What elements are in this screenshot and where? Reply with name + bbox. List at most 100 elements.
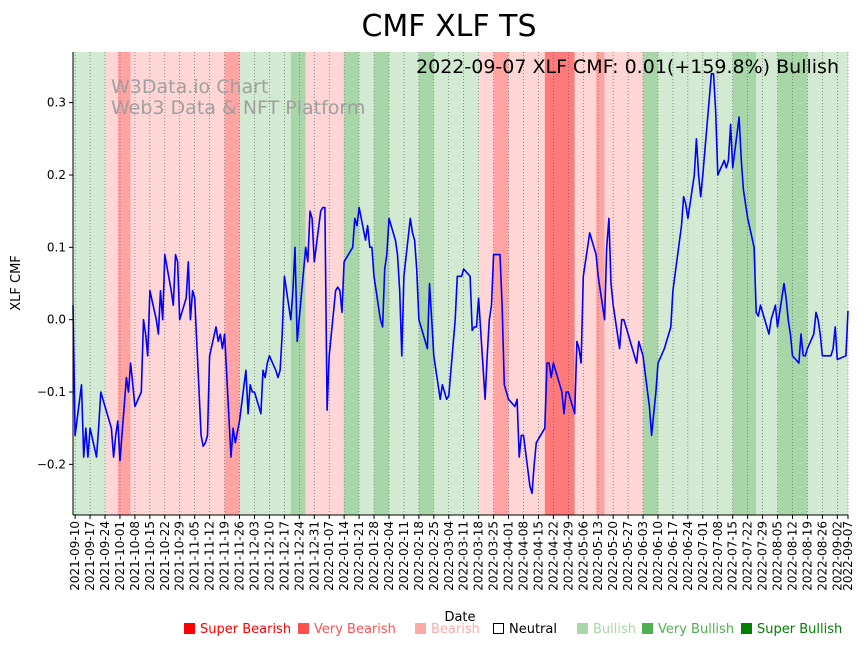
x-tick-label: 2021-10-22: [158, 521, 172, 591]
x-tick-label: 2021-12-24: [292, 521, 306, 591]
watermark-line-2: Web3 Data & NFT Platform: [111, 97, 365, 119]
x-tick-label: 2022-08-12: [785, 521, 799, 591]
region-bullish: [239, 52, 291, 515]
region-bullish: [756, 52, 778, 515]
x-tick-label: 2022-06-24: [681, 521, 695, 591]
x-tick-label: 2021-09-10: [68, 521, 82, 591]
x-tick-label: 2022-01-14: [337, 521, 351, 591]
x-tick-label: 2022-02-04: [382, 521, 396, 591]
x-tick-label: 2022-07-15: [726, 521, 740, 591]
y-axis-ticks: −0.2 −0.1 0.0 0.1 0.2 0.3: [37, 96, 73, 471]
x-tick-label: 2022-05-27: [621, 521, 635, 591]
region-bearish: [105, 52, 118, 515]
x-tick-label: 2022-05-06: [576, 521, 590, 591]
region-bullish: [807, 52, 848, 515]
x-tick-label: 2022-07-22: [741, 521, 755, 591]
x-tick-label: 2021-11-05: [188, 521, 202, 591]
region-very-bearish: [117, 52, 131, 515]
region-very-bullish: [643, 52, 658, 515]
x-tick-label: 2022-04-29: [561, 521, 575, 591]
axes: [72, 52, 848, 516]
region-bullish: [657, 52, 673, 515]
x-tick-label: 2022-04-15: [531, 521, 545, 591]
vertical-gridlines: [74, 52, 849, 515]
region-bearish: [574, 52, 597, 515]
region-bearish: [508, 52, 545, 515]
x-tick-label: 2021-09-24: [98, 521, 112, 591]
x-tick-label: 2022-04-08: [516, 521, 530, 591]
region-very-bullish: [732, 52, 757, 515]
x-tick-label: 2022-04-22: [546, 521, 560, 591]
x-tick-label: 2021-09-17: [83, 521, 97, 591]
x-tick-label: 2022-09-07: [841, 521, 855, 591]
legend-label: Bullish: [593, 622, 636, 637]
x-axis-label: Date: [444, 610, 475, 625]
region-very-bullish: [418, 52, 434, 515]
legend-swatch: [298, 623, 309, 634]
x-tick-label: 2022-07-29: [756, 521, 770, 591]
x-axis-ticks: 2021-09-10 2021-09-17 2021-09-24 2021-10-01…: [68, 515, 855, 591]
x-tick-label: 2021-12-03: [247, 521, 261, 591]
x-tick-label: 2021-11-19: [218, 521, 232, 591]
x-tick-label: 2022-03-04: [442, 521, 456, 591]
region-very-bullish: [344, 52, 360, 515]
legend-label: Very Bullish: [658, 622, 734, 637]
legend-label: Neutral: [509, 622, 557, 637]
x-tick-label: 2021-10-01: [113, 521, 127, 591]
x-tick-label: 2022-03-11: [457, 521, 471, 591]
x-tick-label: 2022-07-01: [696, 521, 710, 591]
x-tick-label: 2022-08-19: [800, 521, 814, 591]
legend-swatch: [184, 623, 195, 634]
x-tick-label: 2021-11-26: [233, 521, 247, 591]
x-tick-label: 2022-07-08: [711, 521, 725, 591]
x-tick-label: 2022-06-10: [651, 521, 665, 591]
x-tick-label: 2022-02-25: [427, 521, 441, 591]
x-tick-label: 2022-02-18: [412, 521, 426, 591]
x-tick-label: 2022-03-18: [472, 521, 486, 591]
region-very-bullish: [290, 52, 306, 515]
x-tick-label: 2022-06-17: [666, 521, 680, 591]
y-tick-label: −0.2: [37, 457, 66, 471]
region-bullish: [359, 52, 375, 515]
legend-swatch: [642, 623, 653, 634]
x-tick-label: 2021-12-10: [262, 521, 276, 591]
x-tick-label: 2022-05-13: [591, 521, 605, 591]
y-tick-label: 0.3: [47, 96, 66, 110]
cmf-series-line: [72, 72, 849, 495]
x-tick-label: 2022-03-25: [487, 521, 501, 591]
x-tick-label: 2021-10-08: [128, 521, 142, 591]
legend-swatch: [741, 623, 752, 634]
legend-label: Bearish: [431, 622, 480, 637]
legend-swatch: [577, 623, 588, 634]
region-very-bearish: [596, 52, 605, 515]
y-tick-label: 0.1: [47, 240, 66, 254]
y-tick-label: 0.2: [47, 168, 66, 182]
region-super-bearish: [544, 52, 575, 515]
region-bearish: [478, 52, 494, 515]
legend-label: Super Bullish: [757, 622, 842, 637]
x-tick-label: 2022-08-26: [815, 521, 829, 591]
y-tick-label: 0.0: [47, 313, 66, 327]
legend-label: Super Bearish: [200, 622, 291, 637]
x-tick-label: 2021-12-31: [307, 521, 321, 591]
legend-swatch: [493, 623, 504, 634]
region-very-bullish: [374, 52, 389, 515]
x-tick-label: 2021-12-17: [277, 521, 291, 591]
x-tick-label: 2021-10-15: [143, 521, 157, 591]
x-tick-label: 2022-01-21: [352, 521, 366, 591]
x-tick-label: 2022-05-20: [606, 521, 620, 591]
legend-swatch: [415, 623, 426, 634]
x-tick-label: 2022-01-28: [367, 521, 381, 591]
y-tick-label: −0.1: [37, 385, 66, 399]
x-tick-label: 2022-09-02: [830, 521, 844, 591]
x-tick-label: 2022-04-01: [502, 521, 516, 591]
x-tick-label: 2021-11-12: [203, 521, 217, 591]
x-tick-label: 2022-02-11: [397, 521, 411, 591]
watermark-line-1: W3Data.io Chart: [111, 76, 268, 98]
latest-value-annotation: 2022-09-07 XLF CMF: 0.01(+159.8%) Bullis…: [416, 56, 839, 78]
x-tick-label: 2022-06-03: [636, 521, 650, 591]
x-tick-label: 2022-08-05: [771, 521, 785, 591]
x-tick-label: 2021-10-29: [173, 521, 187, 591]
legend: Super Bearish Very Bearish Bearish Neutral B…: [184, 622, 842, 637]
